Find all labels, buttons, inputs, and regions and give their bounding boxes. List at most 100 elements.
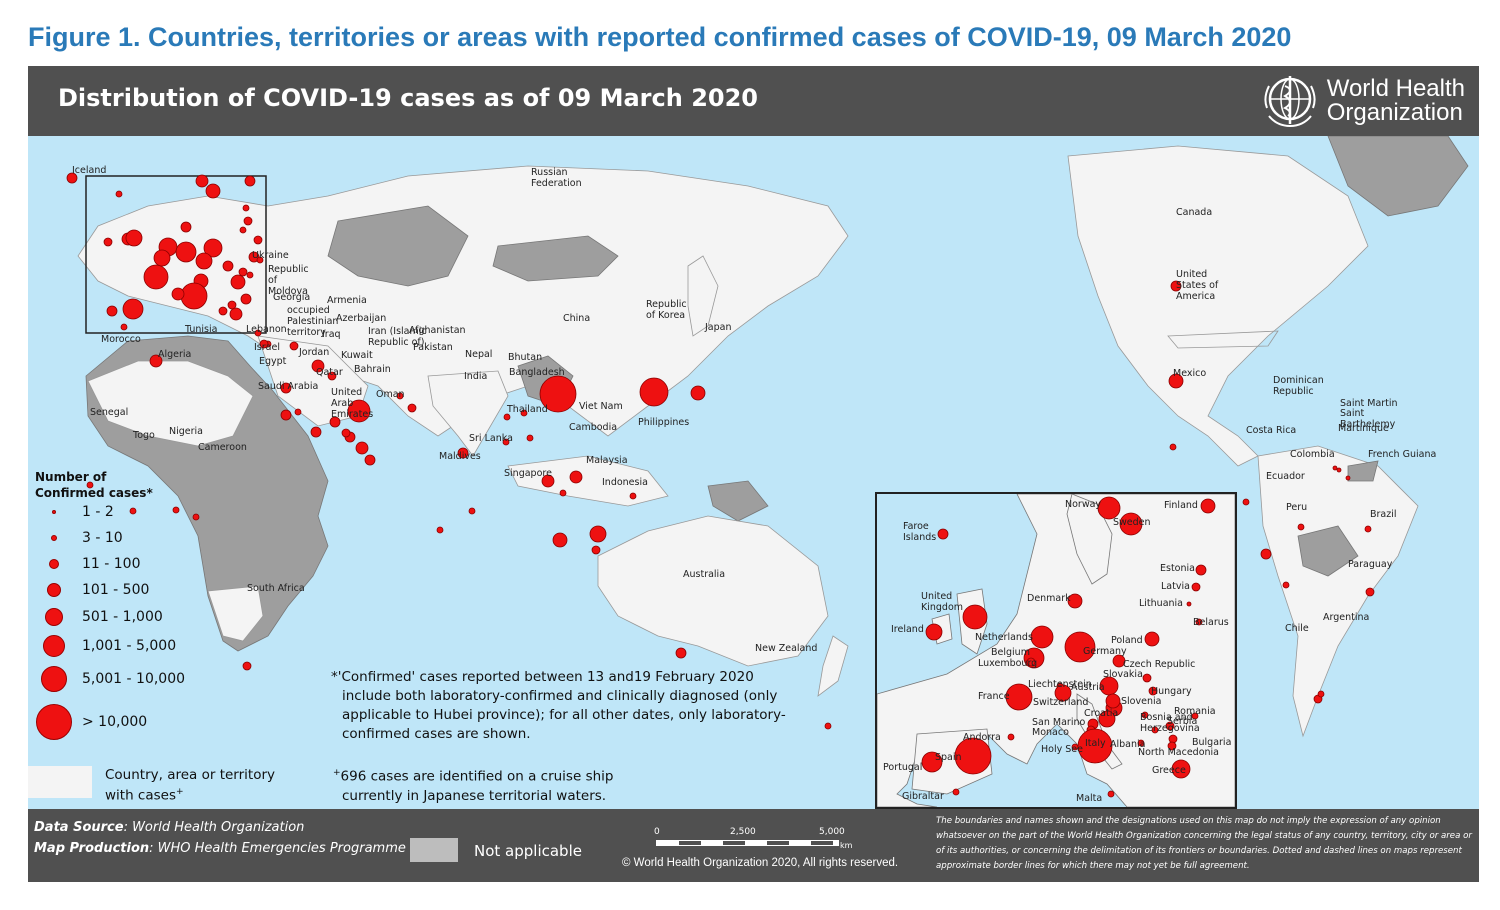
north-africa-land (87, 360, 254, 447)
case-bubble (937, 528, 949, 540)
label-iran: Iran (Islamic Republic of) (368, 326, 427, 348)
case-bubble (1064, 631, 1096, 663)
not-applicable-swatch (410, 838, 458, 862)
legend-class-label: 11 - 100 (82, 556, 141, 572)
case-bubble (1332, 465, 1338, 471)
inset-label-greece: Greece (1152, 765, 1186, 776)
label-viet-nam: Viet Nam (579, 401, 623, 412)
label-indonesia: Indonesia (602, 477, 648, 488)
case-bubble (280, 409, 292, 421)
europe-inset-indicator (85, 175, 267, 334)
inset-label-north-macedonia: North Macedonia (1138, 747, 1220, 758)
label-bangladesh: Bangladesh (509, 367, 565, 378)
case-bubble (1317, 690, 1325, 698)
case-bubble (1151, 726, 1159, 734)
label-nepal: Nepal (465, 349, 493, 360)
label-oman: Oman (376, 389, 405, 400)
inset-label-netherlands: Netherlands (975, 632, 1033, 643)
legend-with-cases-line1: Country, area or territory (105, 767, 276, 783)
us-canada-border (1167, 330, 1279, 349)
case-bubble (1169, 443, 1177, 451)
inset-label-luxembourg: Luxembourg (978, 658, 1038, 669)
inset-label-france: France (978, 691, 1010, 702)
scale-bar: 0 2,500 5,000 km (618, 827, 898, 881)
legend-bubble-icon (51, 535, 57, 541)
case-bubble (1144, 631, 1160, 647)
legend-bubble-icon (41, 666, 67, 692)
case-bubble (254, 329, 262, 337)
case-bubble (310, 426, 322, 438)
note-cruise-sup: + (333, 768, 341, 778)
case-bubble (1112, 654, 1126, 668)
inset-label-belarus: Belarus (1193, 617, 1229, 628)
label-egypt: Egypt (259, 356, 287, 367)
case-bubble (253, 235, 263, 245)
legend-bubble-icon (45, 608, 63, 626)
inset-label-latvia: Latvia (1161, 581, 1190, 592)
case-bubble (1167, 741, 1177, 751)
case-bubble (1365, 587, 1375, 597)
label-togo: Togo (133, 430, 155, 441)
case-bubble (1195, 564, 1207, 576)
label-russia: Russian Federation (531, 167, 582, 189)
case-bubble (539, 375, 577, 413)
case-bubble (407, 403, 417, 413)
boundary-disclaimer: The boundaries and names shown and the d… (936, 816, 1472, 871)
case-bubble (347, 399, 371, 423)
case-bubble (1098, 710, 1116, 728)
case-bubble (1148, 686, 1158, 696)
case-bubble (639, 377, 669, 407)
case-bubble (1191, 712, 1199, 720)
case-bubble (824, 722, 832, 730)
case-bubble (149, 354, 163, 368)
legend-class-label: 1 - 2 (82, 504, 114, 520)
label-sri-lanka: Sri Lanka (469, 433, 513, 444)
who-emblem-icon (1264, 76, 1316, 128)
case-bubble (1168, 373, 1184, 389)
label-algeria: Algeria (158, 349, 192, 360)
label-india: India (464, 371, 488, 382)
inset-label-liechtenstein: Liechtenstein (1028, 679, 1092, 690)
legend-with-cases-line2: with cases (105, 787, 177, 804)
figure-title: Figure 1. Countries, territories or area… (28, 22, 1292, 52)
case-bubble (229, 307, 243, 321)
case-bubble (311, 359, 325, 373)
case-bubble (1119, 512, 1143, 536)
inset-label-switzerland: Switzerland (1033, 697, 1089, 708)
case-bubble (192, 513, 200, 521)
label-ukraine: Ukraine (252, 250, 289, 261)
case-bubble (1191, 582, 1201, 592)
label-martinique: Martinique (1338, 423, 1389, 434)
not-applicable-label: Not applicable (474, 842, 582, 860)
case-bubble (327, 371, 337, 381)
case-bubble (227, 300, 237, 310)
case-bubble (436, 526, 444, 534)
legend-bubble-icon (49, 559, 59, 569)
case-bubble (629, 492, 637, 500)
label-brazil: Brazil (1370, 509, 1397, 520)
case-bubble (925, 623, 943, 641)
inset-label-albania: Albania (1110, 739, 1146, 750)
case-bubble (1026, 657, 1036, 667)
footer-source-value: : World Health Organization (123, 820, 305, 835)
case-bubble (364, 454, 376, 466)
inset-label-san-marino: San Marino (1032, 717, 1086, 728)
note-cruise-line1: 696 cases are identified on a cruise shi… (340, 768, 614, 785)
inset-label-germany: Germany (1083, 646, 1127, 657)
label-kuwait: Kuwait (341, 350, 373, 361)
case-bubble (240, 293, 252, 305)
label-japan: Japan (705, 322, 732, 333)
label-australia: Australia (683, 569, 726, 580)
case-bubble (203, 238, 223, 258)
label-malaysia: Malaysia (586, 455, 628, 466)
inset-label-estonia: Estonia (1160, 563, 1195, 574)
note-confirmed-line4: confirmed cases are shown. (342, 726, 531, 742)
europe-inset-map: Norway Finland Sweden Faroe Islands Esto… (875, 492, 1237, 809)
greenland-na (1327, 136, 1469, 217)
map-footer: Data Source: World Health Organization M… (28, 809, 1479, 882)
label-cameroon: Cameroon (198, 442, 247, 453)
legend-title: Number of Confirmed cases* (35, 469, 153, 501)
label-palestine: occupied Palestinian territory (287, 305, 339, 338)
case-bubble (541, 474, 555, 488)
label-korea: Republic of Korea (646, 299, 687, 321)
